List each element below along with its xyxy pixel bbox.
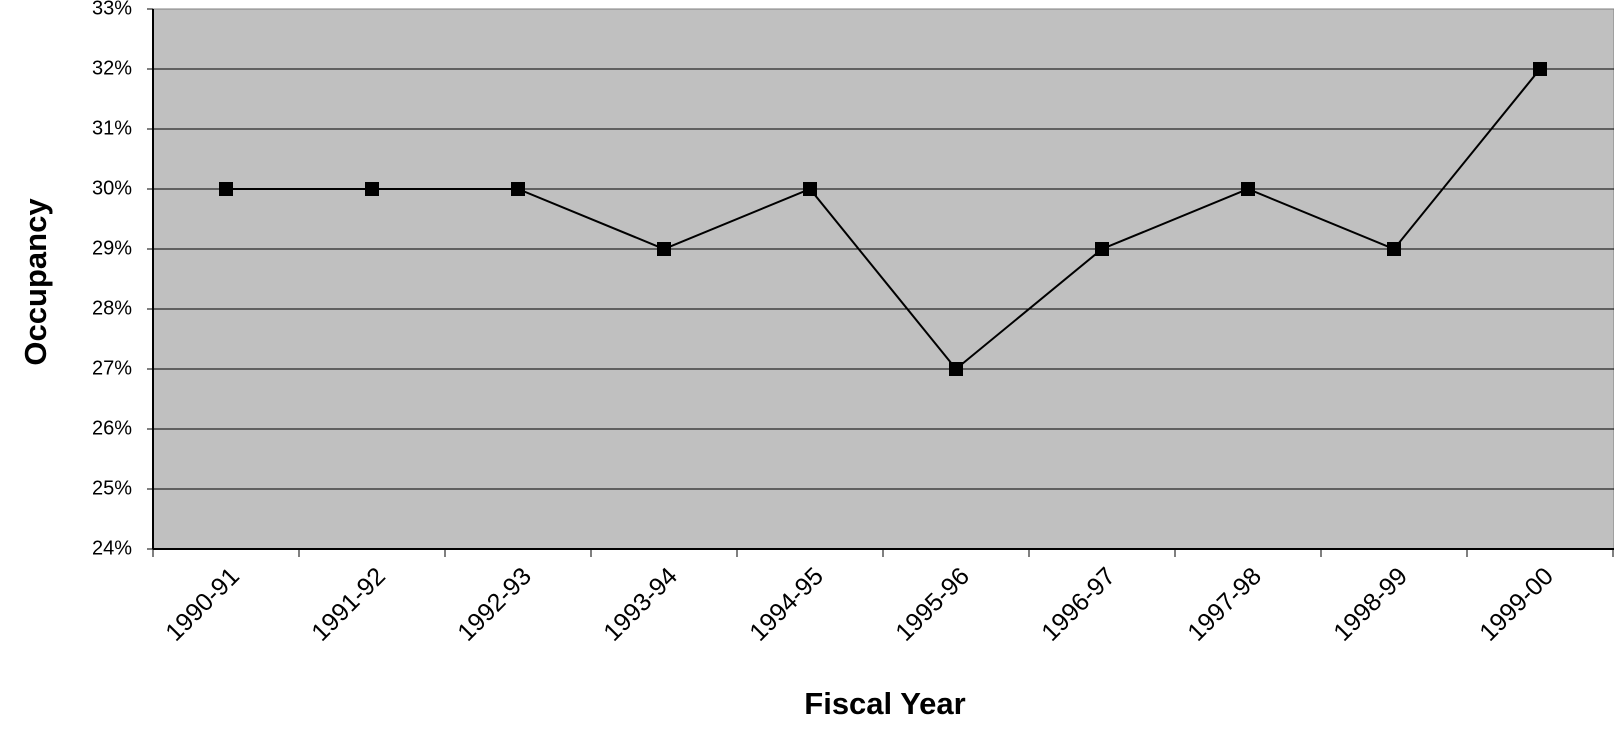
data-point-marker xyxy=(1387,242,1401,256)
y-tick-label: 25% xyxy=(92,477,132,499)
series-line-path xyxy=(226,68,1541,371)
data-point-marker xyxy=(1095,242,1109,256)
data-point-marker xyxy=(1241,182,1255,196)
x-tick-label: 1996-97 xyxy=(1036,562,1121,647)
y-tick-label: 24% xyxy=(92,537,132,559)
y-tick-label: 28% xyxy=(92,297,132,319)
data-point-marker xyxy=(219,182,233,196)
y-axis-title: Occupancy xyxy=(18,198,53,366)
x-tick-label: 1997-98 xyxy=(1182,562,1267,647)
y-tick-label: 29% xyxy=(92,237,132,259)
y-tick-label: 27% xyxy=(92,357,132,379)
data-point-marker xyxy=(1533,62,1547,76)
y-tick-label: 26% xyxy=(92,417,132,439)
x-tick-label: 1990-91 xyxy=(160,562,245,647)
y-tick-label: 32% xyxy=(92,57,132,79)
y-tick-label: 31% xyxy=(92,117,132,139)
data-point-marker xyxy=(657,242,671,256)
y-gridlines xyxy=(153,68,1614,490)
x-tick-label: 1992-93 xyxy=(452,562,537,647)
data-point-marker xyxy=(949,362,963,376)
data-point-marker xyxy=(511,182,525,196)
x-tick-label: 1993-94 xyxy=(598,562,683,647)
x-axis: 1990-91 1991-92 1992-93 1993-94 1994-95 1995-… xyxy=(152,548,1614,647)
x-axis-title: Fiscal Year xyxy=(804,686,965,721)
x-tick-label: 1999-00 xyxy=(1474,562,1559,647)
x-tick-label: 1991-92 xyxy=(306,562,391,647)
data-point-marker xyxy=(365,182,379,196)
data-point-marker xyxy=(803,182,817,196)
x-tick-label: 1994-95 xyxy=(744,562,829,647)
x-tick-label: 1998-99 xyxy=(1328,562,1413,647)
x-tick-label: 1995-96 xyxy=(890,562,975,647)
series-line xyxy=(219,62,1547,376)
y-tick-label: 33% xyxy=(92,0,132,19)
y-axis: 24% 25% 26% 27% 28% 29% 30% 31% 32% 33% xyxy=(92,0,154,559)
y-tick-label: 30% xyxy=(92,177,132,199)
